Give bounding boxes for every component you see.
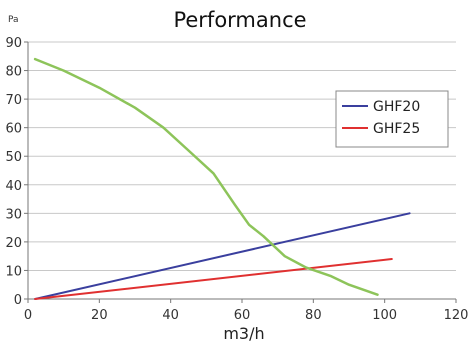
- chart-title: Performance: [173, 8, 306, 32]
- series-line-ghf25: [34, 258, 393, 300]
- y-tick-label: 70: [5, 93, 22, 108]
- y-tick-label: 90: [5, 36, 22, 51]
- gridlines: [28, 41, 456, 271]
- x-tick-label: 20: [91, 308, 108, 323]
- legend: GHF20 GHF25: [335, 90, 449, 148]
- legend-box: [335, 90, 449, 148]
- y-tick-label: 40: [5, 179, 22, 194]
- x-tick-label: 120: [444, 308, 468, 323]
- x-tick-label: 100: [372, 308, 397, 323]
- y-axis-ticks: 0 10 20 30 40 50 60 70 80 90: [5, 36, 28, 308]
- y-tick-label: 20: [5, 236, 22, 251]
- x-tick-label: 80: [305, 308, 322, 323]
- x-axis-ticks: 0 20 40 60 80 100 120: [24, 299, 468, 323]
- y-tick-label: 80: [5, 65, 22, 80]
- x-axis-label: m3/h: [223, 324, 264, 343]
- series-line-fan-curve: [33, 57, 379, 296]
- series-line-ghf20: [34, 212, 411, 300]
- y-tick-label: 30: [5, 207, 22, 222]
- x-tick-label: 60: [234, 308, 251, 323]
- x-tick-label: 0: [24, 308, 32, 323]
- y-tick-label: 60: [5, 122, 22, 137]
- series-lines: [33, 57, 411, 300]
- legend-label-ghf20: GHF20: [373, 99, 420, 115]
- legend-label-ghf25: GHF25: [373, 121, 420, 137]
- y-tick-label: 10: [5, 264, 22, 279]
- x-tick-label: 40: [162, 308, 179, 323]
- y-tick-label: 50: [5, 150, 22, 165]
- y-axis-unit-label: Pa: [8, 15, 19, 25]
- y-tick-label: 0: [14, 293, 22, 308]
